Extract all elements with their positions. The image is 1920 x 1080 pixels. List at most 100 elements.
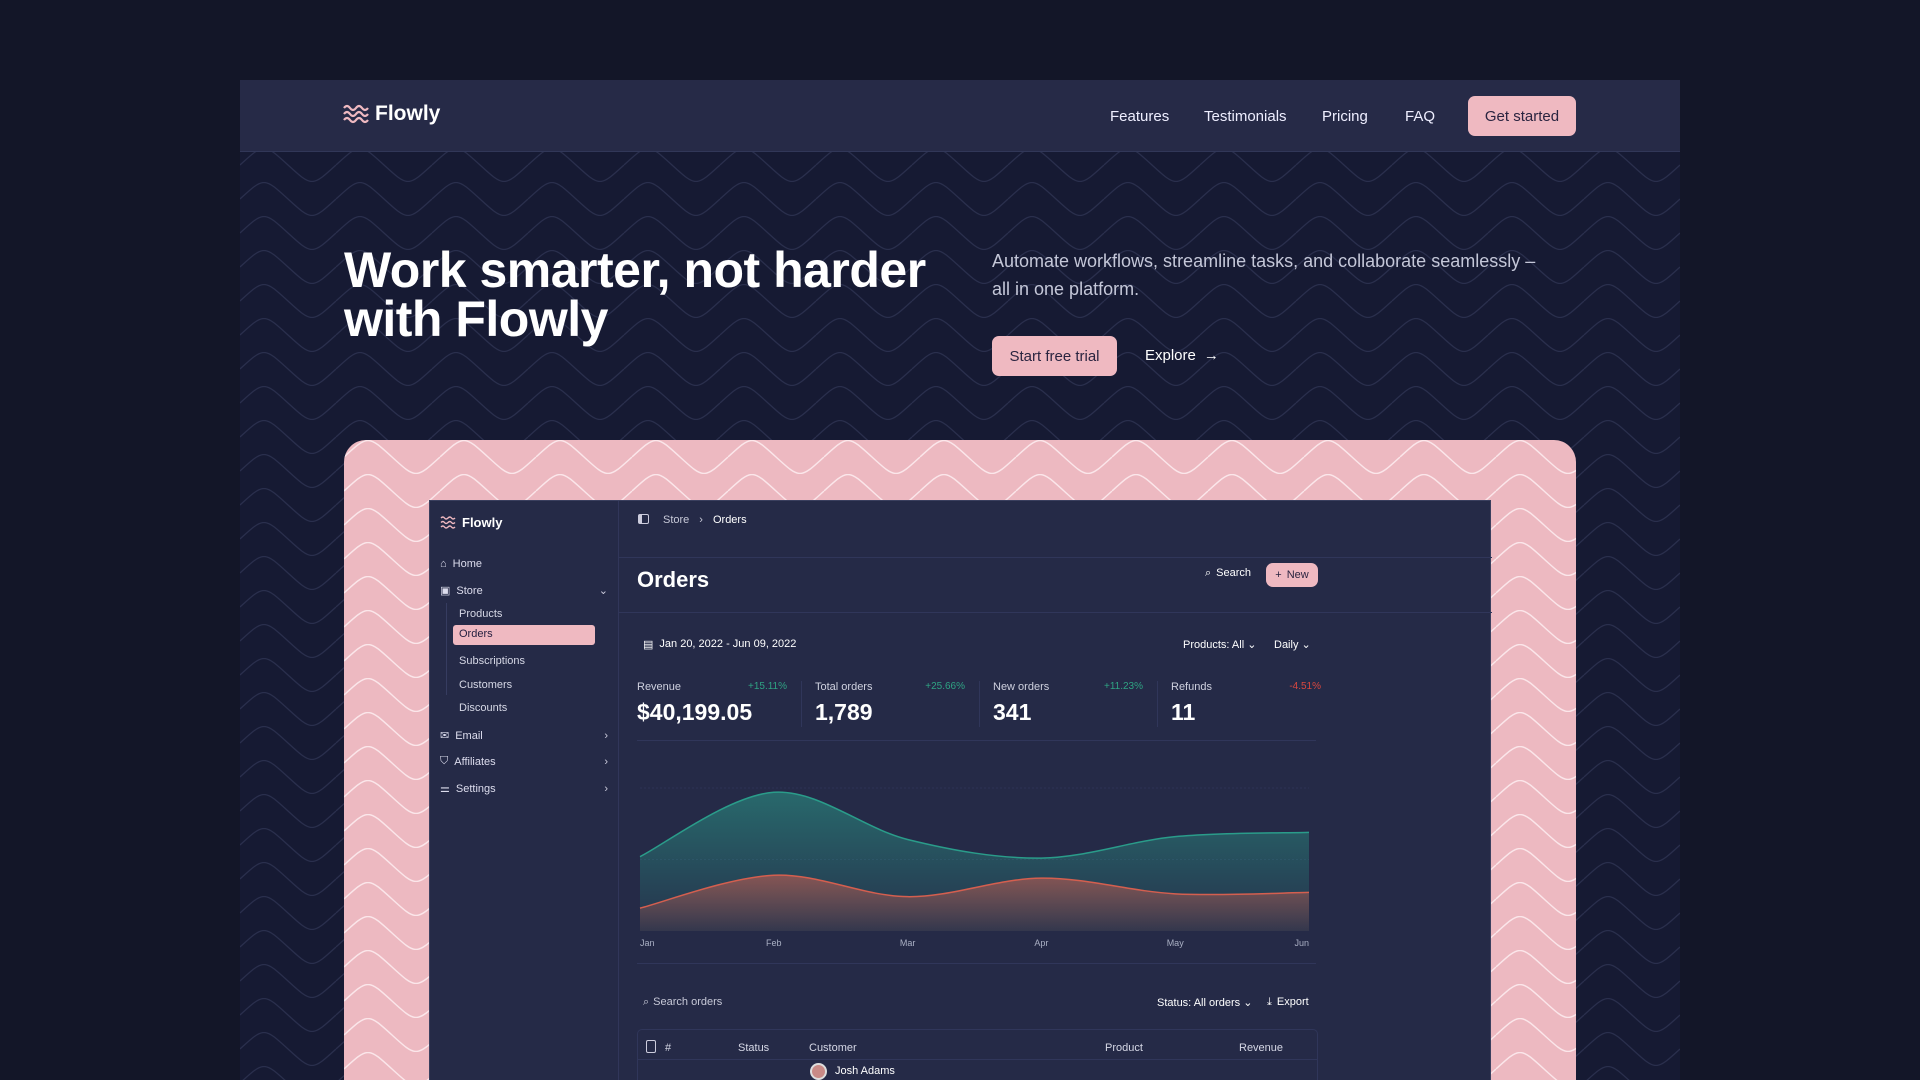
landing-page: Flowly Features Testimonials Pricing FAQ… (240, 80, 1680, 1080)
stat-change: +15.11% (747, 681, 787, 692)
nav-faq[interactable]: FAQ (1405, 108, 1436, 125)
series-line-0 (639, 791, 1310, 859)
search-icon: ⌕ (1205, 567, 1212, 579)
sidebar-toggle-icon[interactable] (638, 514, 649, 524)
breadcrumb-store[interactable]: Store (663, 514, 690, 526)
store-icon: ▣ (440, 585, 451, 597)
divider (637, 1059, 1318, 1060)
orders-table (637, 1029, 1318, 1080)
explore-label: Explore (1145, 347, 1196, 364)
x-tick-label: Jun (1294, 938, 1309, 948)
arrow-right-icon: → (1203, 347, 1219, 364)
chevron-right-icon: › (604, 755, 608, 768)
hero-subtitle: Automate workflows, streamline tasks, an… (992, 247, 1535, 303)
divider (619, 557, 1492, 558)
sidebar-subitem-orders-active[interactable]: Orders (453, 625, 595, 645)
column-header-revenue[interactable]: Revenue (1239, 1042, 1284, 1054)
chevron-down-icon: ⌄ (598, 585, 608, 597)
interval-value: Daily (1274, 639, 1299, 651)
x-tick-label: Feb (766, 938, 782, 948)
stat-card: New orders 341 +11.23% (993, 681, 1143, 727)
stat-value: 1,789 (815, 699, 873, 725)
submenu-guide (446, 603, 447, 695)
x-tick-label: Mar (900, 938, 916, 948)
sidebar-item-label: Home (452, 558, 482, 570)
search-icon: ⌕ (643, 996, 650, 1008)
home-icon: ⌂ (440, 558, 447, 570)
page-title: Orders (637, 567, 710, 592)
sidebar-brand-name: Flowly (462, 515, 503, 530)
sidebar-item-label: Settings (455, 782, 496, 795)
sidebar-item-email[interactable]: ✉ Email › (440, 729, 608, 743)
status-filter-value: Status: All orders (1157, 997, 1241, 1009)
sidebar-subitem-subscriptions[interactable]: Subscriptions (459, 655, 526, 667)
search-label: Search (1216, 567, 1252, 579)
main-content: Store › Orders Orders ⌕ Search + New ▤ Jan … (619, 501, 1492, 1080)
products-filter[interactable]: Products: All ⌄ (1183, 638, 1256, 651)
nav-features[interactable]: Features (1110, 108, 1170, 125)
customer-name: Josh Adams (835, 1065, 895, 1077)
brand-name: Flowly (375, 102, 441, 125)
sidebar-item-label: Store (456, 584, 483, 597)
column-header-number[interactable]: # (665, 1042, 672, 1054)
hero-title: Work smarter, not harder with Flowly (344, 245, 926, 347)
mail-icon: ✉ (440, 730, 450, 742)
sidebar-subitem-products[interactable]: Products (459, 608, 503, 620)
search-button[interactable]: ⌕ Search (1205, 567, 1251, 580)
stat-separator (979, 681, 980, 727)
select-all-checkbox[interactable] (646, 1040, 656, 1053)
handshake-icon: ⛉ (440, 755, 449, 767)
breadcrumb-orders: Orders (712, 514, 747, 526)
hero-subtitle-line1: Automate workflows, streamline tasks, an… (992, 251, 1536, 271)
stat-label: Refunds (1171, 681, 1212, 693)
stat-value: 341 (993, 699, 1032, 725)
nav-testimonials[interactable]: Testimonials (1204, 108, 1287, 125)
sidebar-item-home[interactable]: ⌂ Home (440, 558, 608, 570)
date-range-picker[interactable]: ▤ Jan 20, 2022 - Jun 09, 2022 (643, 638, 796, 651)
waves-logo-icon (440, 516, 456, 529)
waves-logo-icon (343, 104, 369, 124)
get-started-button[interactable]: Get started (1468, 96, 1576, 136)
product-preview-card: Flowly ⌂ Home ▣ Store ⌄ Products Orders Sub… (344, 440, 1576, 1080)
column-header-customer[interactable]: Customer (809, 1042, 857, 1054)
column-header-product[interactable]: Product (1105, 1042, 1143, 1054)
chevron-right-icon: › (604, 729, 608, 742)
column-header-status[interactable]: Status (738, 1042, 770, 1054)
stat-label: Total orders (815, 681, 873, 693)
export-label: Export (1276, 996, 1309, 1008)
sidebar-item-settings[interactable]: ⚌ Settings › (440, 782, 608, 796)
new-label: New (1286, 569, 1309, 581)
chevron-right-icon: › (699, 514, 703, 526)
series-area-1 (640, 875, 1309, 931)
sidebar-item-affiliates[interactable]: ⛉ Affiliates › (440, 755, 608, 768)
stat-value: 11 (1171, 699, 1196, 725)
sidebar-subitem-discounts[interactable]: Discounts (459, 702, 508, 714)
date-range-value: Jan 20, 2022 - Jun 09, 2022 (659, 638, 797, 650)
start-free-trial-button[interactable]: Start free trial (992, 336, 1117, 376)
sidebar-item-store[interactable]: ▣ Store ⌄ (440, 584, 608, 598)
chevron-right-icon: › (604, 782, 608, 795)
products-filter-value: Products: All (1183, 639, 1245, 651)
stats-row: Revenue $40,199.05 +15.11% Total orders 1,78… (637, 681, 1321, 727)
stat-card: Revenue $40,199.05 +15.11% (637, 681, 787, 727)
brand-logo[interactable]: Flowly (343, 102, 440, 126)
sidebar-item-label: Affiliates (454, 755, 496, 768)
chevron-down-icon: ⌄ (1243, 997, 1253, 1009)
interval-select[interactable]: Daily ⌄ (1274, 638, 1311, 651)
explore-link[interactable]: Explore → (1145, 347, 1219, 364)
nav-pricing[interactable]: Pricing (1322, 108, 1368, 125)
search-orders-input[interactable]: ⌕ Search orders (643, 996, 722, 1009)
status-filter[interactable]: Status: All orders ⌄ (1157, 996, 1252, 1009)
series-line-1 (639, 874, 1310, 909)
export-button[interactable]: ⤓ Export (1267, 996, 1309, 1009)
sidebar-logo[interactable]: Flowly (440, 515, 502, 530)
hero-title-line2: with Flowly (344, 291, 608, 347)
stat-card: Total orders 1,789 +25.66% (815, 681, 965, 727)
new-button[interactable]: + New (1266, 563, 1318, 587)
chevron-down-icon: ⌄ (1301, 639, 1311, 651)
sidebar-subitem-customers[interactable]: Customers (459, 679, 513, 691)
divider (637, 740, 1316, 741)
stat-separator (801, 681, 802, 727)
stat-label: Revenue (637, 681, 682, 693)
hero-title-line1: Work smarter, not harder (344, 242, 926, 298)
